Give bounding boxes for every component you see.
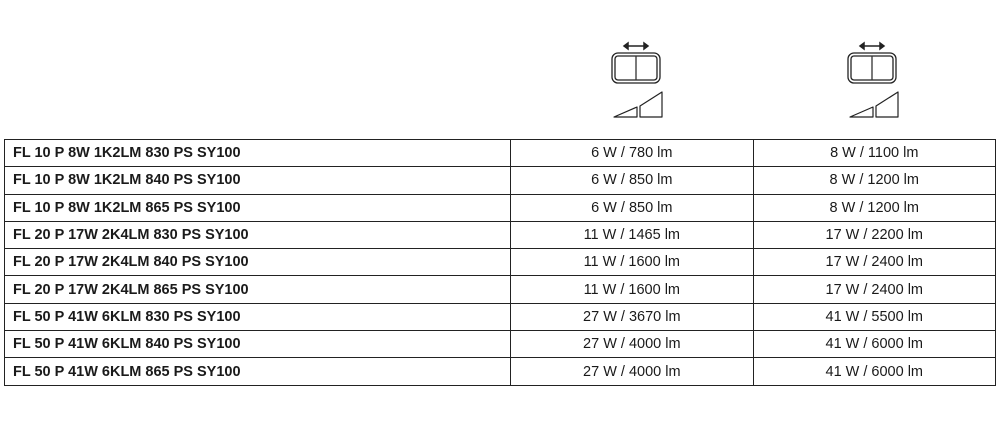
dimming-switch-right-icon <box>847 41 899 118</box>
product-name: FL 50 P 41W 6KLM 840 PS SY100 <box>3 330 512 359</box>
product-name: FL 10 P 8W 1K2LM 830 PS SY100 <box>3 138 512 168</box>
dimming-switch-left-icon <box>611 41 663 118</box>
high-output-value: 17 W / 2400 lm <box>752 248 997 277</box>
table-row: FL 20 P 17W 2K4LM 840 PS SY100 11 W / 160… <box>3 248 997 277</box>
product-name: FL 10 P 8W 1K2LM 840 PS SY100 <box>3 166 512 195</box>
table-row: FL 10 P 8W 1K2LM 840 PS SY100 6 W / 850 l… <box>3 166 997 195</box>
high-output-value: 17 W / 2200 lm <box>752 220 997 250</box>
table-row: FL 20 P 17W 2K4LM 830 PS SY100 11 W / 146… <box>3 220 997 250</box>
high-output-value: 41 W / 6000 lm <box>752 330 997 359</box>
product-name: FL 50 P 41W 6KLM 830 PS SY100 <box>3 302 512 332</box>
high-output-value: 8 W / 1200 lm <box>752 193 997 222</box>
low-output-value: 27 W / 3670 lm <box>510 302 754 332</box>
table-row: FL 50 P 41W 6KLM 840 PS SY100 27 W / 4000… <box>3 330 997 359</box>
product-name: FL 10 P 8W 1K2LM 865 PS SY100 <box>3 193 512 222</box>
low-output-value: 27 W / 4000 lm <box>510 330 754 359</box>
product-name: FL 50 P 41W 6KLM 865 PS SY100 <box>3 357 512 386</box>
table-row: FL 10 P 8W 1K2LM 830 PS SY100 6 W / 780 l… <box>3 138 997 168</box>
table-row: FL 10 P 8W 1K2LM 865 PS SY100 6 W / 850 l… <box>3 193 997 222</box>
table-row: FL 20 P 17W 2K4LM 865 PS SY100 11 W / 160… <box>3 275 997 304</box>
high-output-value: 17 W / 2400 lm <box>752 275 997 304</box>
low-output-value: 6 W / 780 lm <box>510 138 754 168</box>
product-table: FL 10 P 8W 1K2LM 830 PS SY100 6 W / 780 l… <box>3 138 997 386</box>
low-output-value: 11 W / 1600 lm <box>510 248 754 277</box>
table-row: FL 50 P 41W 6KLM 865 PS SY100 27 W / 4000… <box>3 357 997 386</box>
product-name: FL 20 P 17W 2K4LM 830 PS SY100 <box>3 220 512 250</box>
high-output-value: 8 W / 1100 lm <box>752 138 997 168</box>
low-output-value: 11 W / 1600 lm <box>510 275 754 304</box>
high-output-value: 8 W / 1200 lm <box>752 166 997 195</box>
product-name: FL 20 P 17W 2K4LM 840 PS SY100 <box>3 248 512 277</box>
low-output-value: 11 W / 1465 lm <box>510 220 754 250</box>
low-output-value: 27 W / 4000 lm <box>510 357 754 386</box>
high-output-value: 41 W / 6000 lm <box>752 357 997 386</box>
high-output-value: 41 W / 5500 lm <box>752 302 997 332</box>
table-row: FL 50 P 41W 6KLM 830 PS SY100 27 W / 3670… <box>3 302 997 332</box>
product-name: FL 20 P 17W 2K4LM 865 PS SY100 <box>3 275 512 304</box>
low-output-value: 6 W / 850 lm <box>510 193 754 222</box>
low-output-value: 6 W / 850 lm <box>510 166 754 195</box>
